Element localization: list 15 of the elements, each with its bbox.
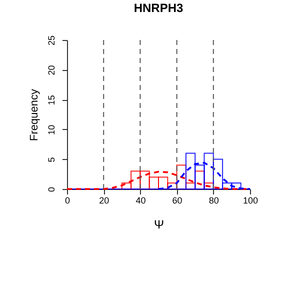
x-tick-label: 80 [208, 196, 219, 206]
y-tick-label: 25 [46, 35, 56, 46]
x-tick-label: 40 [136, 196, 146, 206]
x-tick-label: 60 [172, 196, 182, 206]
y-tick-label: 0 [46, 186, 56, 192]
y-tick-label: 5 [46, 157, 56, 162]
y-axis-title: Frequency [28, 88, 40, 141]
y-tick-label: 20 [46, 65, 56, 76]
x-tick-label: 20 [99, 196, 110, 206]
x-axis-title: Ψ [154, 218, 164, 232]
x-tick-label: 100 [242, 196, 258, 206]
y-tick-label: 10 [46, 124, 56, 135]
y-tick-label: 15 [46, 95, 56, 106]
x-tick-label: 0 [64, 196, 70, 206]
chart-title: HNRPH3 [134, 0, 184, 15]
